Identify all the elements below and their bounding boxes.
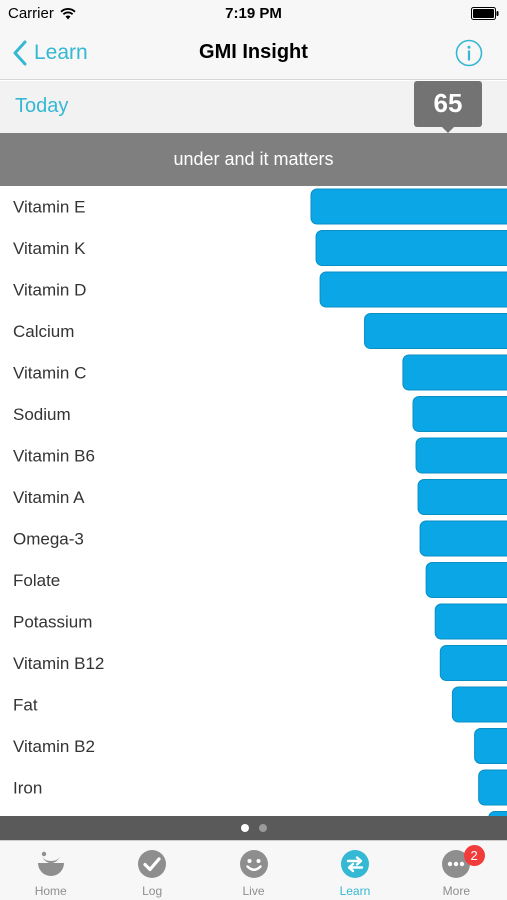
home-icon	[37, 851, 64, 876]
nutrient-bar-chart: Vitamin E Vitamin K Vitamin D Calcium Vitami…	[13, 188, 507, 817]
score-badge-tail	[440, 125, 456, 133]
nutrient-bar-14[interactable]	[478, 769, 507, 806]
nutrient-bar-3[interactable]	[364, 313, 507, 349]
nutrient-bar-4[interactable]	[402, 354, 507, 391]
back-button[interactable]: Learn	[12, 38, 88, 68]
nutrient-bar-12[interactable]	[451, 686, 507, 723]
tab-home[interactable]: Home	[0, 841, 101, 900]
status-left: Carrier	[8, 5, 76, 22]
nutrient-bar-9[interactable]	[425, 562, 507, 598]
smiley-icon	[239, 850, 268, 878]
nutrient-bar-1[interactable]	[315, 230, 507, 266]
carrier-label: Carrier	[8, 5, 54, 22]
nutrient-label-6: Vitamin B6	[13, 447, 95, 466]
chevron-left-icon	[13, 40, 27, 66]
page-indicator[interactable]	[0, 816, 507, 840]
swap-arrows-icon	[340, 850, 369, 878]
status-time: 7:19 PM	[225, 5, 282, 22]
page-dot-0[interactable]	[240, 824, 249, 832]
nutrient-label-1: Vitamin K	[13, 239, 86, 258]
tab-log-label: Log	[142, 884, 163, 898]
nutrient-chart[interactable]: Vitamin E Vitamin K Vitamin D Calcium Vitami…	[0, 186, 507, 816]
nutrient-label-12: Fat	[13, 696, 38, 715]
tab-learn[interactable]: Learn	[304, 841, 405, 900]
navigation-bar: Learn GMI Insight	[0, 28, 507, 80]
check-icon	[138, 850, 167, 878]
nutrient-bar-6[interactable]	[415, 437, 507, 474]
back-label: Learn	[34, 41, 88, 64]
tab-live[interactable]: Live	[203, 841, 304, 900]
nutrient-label-2: Vitamin D	[13, 281, 86, 300]
more-icon	[442, 850, 471, 878]
nutrient-bar-5[interactable]	[412, 396, 507, 432]
tab-learn-label: Learn	[339, 884, 371, 898]
wifi-icon	[60, 7, 76, 19]
nutrient-bar-2[interactable]	[319, 271, 507, 308]
nutrient-label-14: Iron	[13, 779, 42, 798]
info-icon[interactable]	[455, 39, 483, 67]
notification-badge: 2	[463, 845, 485, 866]
nutrient-label-11: Vitamin B12	[13, 654, 104, 673]
nutrient-bar-8[interactable]	[419, 520, 507, 557]
nutrient-bar-15[interactable]	[488, 811, 507, 817]
section-header: under and it matters	[0, 133, 507, 186]
nutrient-label-8: Omega-3	[13, 530, 84, 549]
nutrient-label-0: Vitamin E	[13, 198, 85, 217]
nutrient-bar-11[interactable]	[439, 645, 507, 681]
tab-log[interactable]: Log	[101, 841, 202, 900]
nutrient-label-7: Vitamin A	[13, 488, 85, 507]
nutrient-label-3: Calcium	[13, 322, 74, 341]
tab-home-label: Home	[34, 884, 67, 898]
score-badge: 65	[414, 81, 482, 127]
nutrient-label-10: Potassium	[13, 613, 92, 632]
nutrient-bar-13[interactable]	[474, 728, 507, 764]
nutrient-bar-0[interactable]	[310, 188, 507, 225]
tab-more-label: More	[442, 884, 470, 898]
today-label: Today	[15, 95, 69, 117]
nutrient-bar-7[interactable]	[417, 479, 507, 515]
tab-bar: Home Log Live Learn	[0, 840, 507, 900]
status-bar: Carrier 7:19 PM	[0, 0, 507, 28]
page-dot-1[interactable]	[258, 824, 267, 832]
nutrient-label-5: Sodium	[13, 405, 71, 424]
nutrient-label-4: Vitamin C	[13, 364, 86, 383]
nutrient-label-9: Folate	[13, 571, 60, 590]
nutrient-label-13: Vitamin B2	[13, 737, 95, 756]
battery-icon	[471, 7, 499, 20]
nutrient-bar-10[interactable]	[434, 603, 507, 640]
tab-more[interactable]: 2 More	[406, 841, 507, 900]
tab-live-label: Live	[242, 884, 265, 898]
